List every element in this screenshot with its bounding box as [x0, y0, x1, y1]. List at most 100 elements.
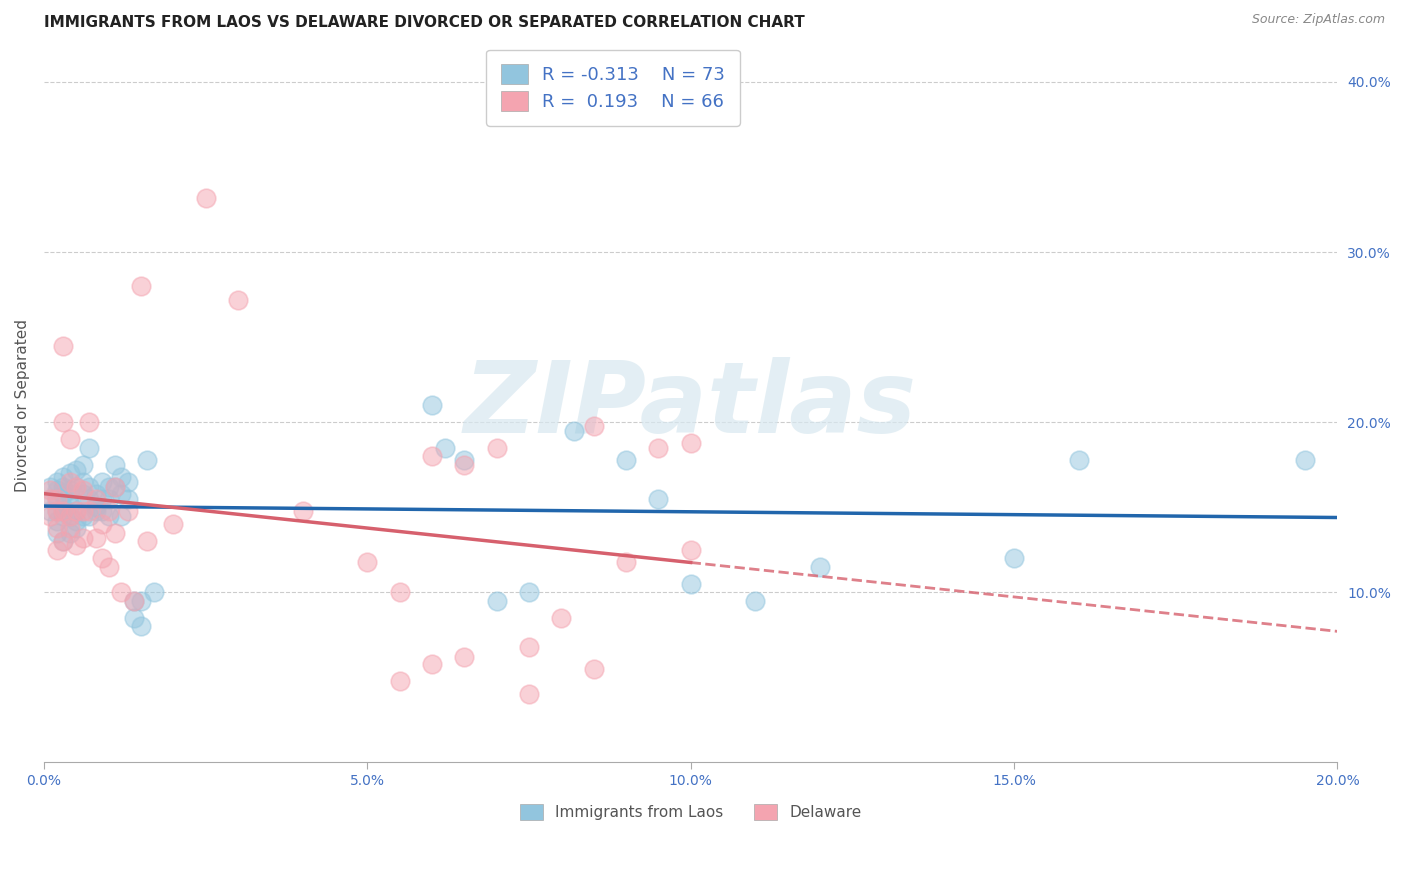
Point	[72, 531, 94, 545]
Point	[1002, 551, 1025, 566]
Point	[129, 594, 152, 608]
Point	[104, 458, 127, 472]
Point	[117, 475, 139, 489]
Point	[97, 508, 120, 523]
Point	[65, 463, 87, 477]
Point	[91, 517, 114, 532]
Point	[84, 491, 107, 506]
Point	[110, 585, 132, 599]
Point	[291, 503, 314, 517]
Point	[45, 483, 67, 498]
Point	[808, 559, 831, 574]
Point	[453, 452, 475, 467]
Point	[110, 486, 132, 500]
Point	[614, 555, 637, 569]
Point	[104, 480, 127, 494]
Point	[52, 469, 75, 483]
Point	[679, 435, 702, 450]
Point	[129, 279, 152, 293]
Point	[485, 594, 508, 608]
Point	[45, 491, 67, 506]
Point	[59, 508, 82, 523]
Point	[52, 503, 75, 517]
Legend: Immigrants from Laos, Delaware: Immigrants from Laos, Delaware	[513, 798, 868, 826]
Point	[679, 542, 702, 557]
Point	[59, 525, 82, 540]
Point	[45, 491, 67, 506]
Point	[84, 531, 107, 545]
Point	[110, 508, 132, 523]
Point	[59, 497, 82, 511]
Point	[59, 475, 82, 489]
Point	[517, 585, 540, 599]
Point	[59, 432, 82, 446]
Point	[65, 480, 87, 494]
Point	[72, 486, 94, 500]
Point	[226, 293, 249, 307]
Point	[84, 486, 107, 500]
Point	[65, 503, 87, 517]
Point	[117, 491, 139, 506]
Point	[45, 514, 67, 528]
Point	[433, 441, 456, 455]
Point	[744, 594, 766, 608]
Point	[65, 538, 87, 552]
Point	[550, 611, 572, 625]
Point	[453, 649, 475, 664]
Text: Source: ZipAtlas.com: Source: ZipAtlas.com	[1251, 13, 1385, 27]
Point	[517, 640, 540, 654]
Point	[582, 662, 605, 676]
Point	[420, 398, 443, 412]
Point	[59, 486, 82, 500]
Point	[679, 576, 702, 591]
Point	[84, 503, 107, 517]
Point	[65, 521, 87, 535]
Point	[77, 415, 100, 429]
Point	[91, 503, 114, 517]
Point	[582, 418, 605, 433]
Point	[52, 486, 75, 500]
Point	[39, 491, 62, 506]
Point	[65, 480, 87, 494]
Point	[136, 534, 159, 549]
Point	[388, 585, 411, 599]
Point	[52, 503, 75, 517]
Point	[485, 441, 508, 455]
Point	[124, 594, 146, 608]
Point	[614, 452, 637, 467]
Point	[52, 500, 75, 515]
Point	[162, 517, 184, 532]
Point	[52, 338, 75, 352]
Text: ZIPatlas: ZIPatlas	[464, 357, 917, 454]
Point	[59, 508, 82, 523]
Point	[45, 503, 67, 517]
Point	[72, 475, 94, 489]
Point	[1067, 452, 1090, 467]
Point	[97, 480, 120, 494]
Point	[39, 483, 62, 498]
Point	[39, 491, 62, 506]
Point	[104, 525, 127, 540]
Point	[97, 559, 120, 574]
Point	[72, 508, 94, 523]
Point	[562, 424, 585, 438]
Point	[77, 441, 100, 455]
Point	[77, 503, 100, 517]
Point	[420, 657, 443, 671]
Point	[65, 503, 87, 517]
Point	[91, 491, 114, 506]
Point	[45, 475, 67, 489]
Point	[97, 503, 120, 517]
Point	[97, 491, 120, 506]
Point	[45, 503, 67, 517]
Point	[45, 525, 67, 540]
Point	[124, 611, 146, 625]
Point	[52, 534, 75, 549]
Point	[356, 555, 378, 569]
Point	[129, 619, 152, 633]
Point	[52, 534, 75, 549]
Y-axis label: Divorced or Separated: Divorced or Separated	[15, 318, 30, 491]
Point	[72, 483, 94, 498]
Point	[420, 449, 443, 463]
Point	[59, 521, 82, 535]
